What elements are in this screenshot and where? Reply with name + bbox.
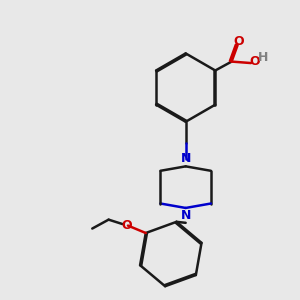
Text: O: O: [234, 35, 244, 48]
Text: N: N: [181, 152, 191, 165]
Text: O: O: [121, 219, 132, 232]
Text: N: N: [181, 209, 191, 222]
Text: H: H: [258, 51, 268, 64]
Text: O: O: [249, 55, 260, 68]
